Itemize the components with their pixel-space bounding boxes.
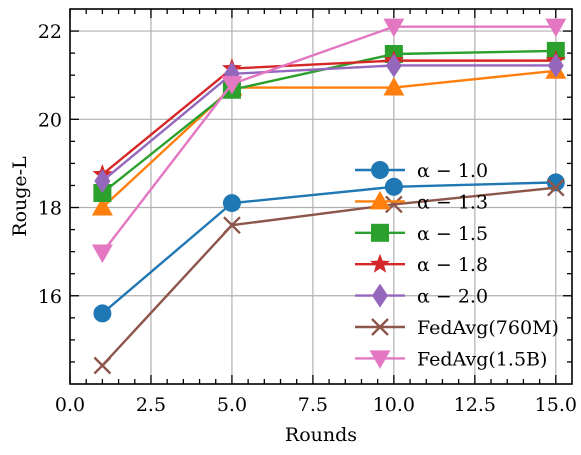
legend-entry: FedAvg(1.5B) (355, 348, 547, 370)
legend-label: FedAvg(1.5B) (417, 348, 547, 370)
legend-entry: FedAvg(760M) (355, 317, 559, 339)
data-point (223, 216, 241, 235)
legend-entry: α − 1.5 (355, 223, 488, 245)
series-6 (93, 178, 565, 375)
data-point (383, 18, 405, 38)
legend-label: α − 1.0 (417, 160, 488, 182)
y-tick-label: 16 (38, 286, 62, 308)
x-tick-label: 10.0 (373, 394, 415, 416)
legend: α − 1.0 α − 1.3 α − 1.5 α − 1.8 α − 2.0 FedAv… (355, 160, 559, 370)
series-line (101, 69, 556, 209)
data-point (546, 173, 565, 192)
y-tick-label: 22 (38, 21, 62, 43)
data-point (383, 77, 405, 96)
legend-entry: α − 2.0 (355, 283, 488, 308)
legend-marker (371, 223, 389, 242)
x-marker-stroke (223, 216, 241, 235)
plot-frame (69, 8, 573, 385)
series-4 (92, 50, 566, 183)
x-tick-label: 7.5 (298, 394, 328, 416)
x-marker-stroke (546, 178, 565, 197)
series-1 (93, 173, 565, 323)
legend-marker (372, 283, 388, 308)
legend-marker (369, 350, 391, 369)
data-point (221, 76, 243, 95)
legend-label: FedAvg(760M) (417, 317, 559, 339)
data-point (94, 169, 111, 194)
series-line (101, 49, 556, 194)
data-point (546, 178, 565, 197)
legend-entry: α − 1.0 (355, 160, 488, 182)
legend-marker (371, 318, 389, 336)
series-line (101, 59, 556, 176)
legend-label: α − 2.0 (417, 286, 488, 308)
legend-marker (370, 253, 390, 273)
data-point (385, 195, 403, 214)
legend-marker (369, 190, 391, 210)
legend-entry: α − 1.3 (355, 190, 488, 213)
data-point (91, 244, 113, 264)
ticks: 0.0 2.5 5.0 7.5 10.0 12.5 15.0 16 18 20 22 (38, 9, 577, 416)
data-point (384, 177, 403, 196)
x-marker-stroke (371, 318, 389, 336)
data-point (91, 197, 113, 216)
x-marker-stroke (93, 356, 112, 375)
x-tick-label: 5.0 (217, 394, 247, 416)
x-marker-stroke (385, 195, 403, 214)
y-axis-title: Rouge-L (9, 156, 31, 237)
x-tick-label: 2.5 (136, 394, 166, 416)
data-point (547, 53, 564, 78)
data-point (93, 356, 112, 375)
series-layer (91, 18, 567, 375)
legend-label: α − 1.8 (417, 254, 488, 276)
series-line (101, 181, 556, 315)
data-point (545, 18, 567, 38)
legend-label: α − 1.3 (417, 191, 488, 213)
x-tick-label: 0.0 (55, 394, 85, 416)
x-axis-title: Rounds (285, 424, 357, 446)
x-tick-label: 12.5 (454, 394, 496, 416)
legend-entry: α − 1.8 (355, 253, 488, 276)
series-line (101, 64, 556, 182)
y-tick-label: 18 (38, 198, 62, 220)
legend-marker (371, 161, 389, 179)
series-line (101, 186, 556, 367)
x-tick-label: 15.0 (535, 394, 577, 416)
series-7 (91, 18, 567, 264)
data-point (385, 53, 402, 78)
y-tick-label: 20 (38, 109, 62, 131)
data-point (93, 304, 112, 323)
legend-label: α − 1.5 (417, 223, 488, 245)
data-point (222, 194, 241, 213)
series-line (101, 25, 556, 254)
